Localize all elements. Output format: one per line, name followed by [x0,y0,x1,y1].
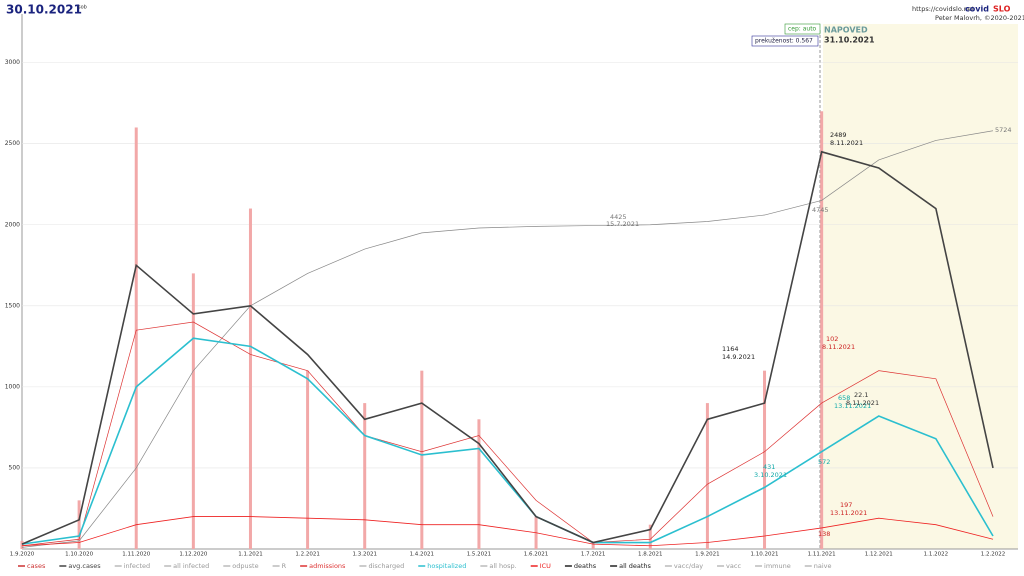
annotation: 8.11.2021 [822,343,855,351]
annotation: 102 [826,335,838,343]
case-bar [477,419,481,549]
x-tick-label: 1.1.2022 [924,552,949,558]
annotation: 13.11.2021 [830,509,867,517]
legend-label: all infected [173,562,209,570]
badge [784,23,821,35]
x-tick-label: 1.6.2021 [524,552,549,558]
y-tick-label: 2500 [5,140,20,147]
x-tick-label: 1.2.2021 [295,552,320,558]
annotation: 197 [840,501,852,509]
annotation: 22.1 [854,391,868,399]
case-bar [591,542,595,549]
forecast-area [823,24,1018,549]
case-bar [420,370,424,549]
case-bar [20,540,24,549]
annotation: 4425 [610,213,627,221]
annotation: 1164 [722,345,739,353]
x-tick-label: 1.11.2021 [808,552,836,558]
case-bar [77,500,81,549]
legend-label: cases [27,562,46,570]
series-line [21,337,994,545]
legend-label: immune [764,562,791,570]
forecast-label: NAPOVED [824,26,868,35]
y-tick-label: 3000 [5,59,20,66]
series-line [21,150,994,545]
x-tick-label: 1.10.2020 [65,552,93,558]
case-bar [763,370,767,549]
site: https://covidslo.net [912,5,975,13]
brand: covid [965,5,989,14]
badge-text: prekuženost: 0.567 [755,38,813,45]
forecast-date: 31.10.2021 [824,36,875,45]
x-tick-label: 1.5.2021 [467,552,492,558]
annotation: 15.7.2021 [606,220,639,228]
annotation: 138 [818,530,830,538]
day: sob [78,5,87,11]
series-line [21,130,994,548]
legend-label: infected [124,562,150,570]
y-tick-label: 2000 [5,221,20,228]
x-tick-label: 1.12.2020 [179,552,207,558]
case-bar [134,127,138,549]
author: Peter Malovrh, ©2020-2021 [935,14,1024,22]
legend-label: all hosp. [489,562,516,570]
x-tick-label: 1.12.2021 [865,552,893,558]
annotation: 5724 [995,126,1012,134]
x-tick-label: 1.3.2021 [352,552,377,558]
annotation: 8.11.2021 [830,139,863,147]
legend-label: deaths [574,562,597,570]
legend-label: naive [814,562,832,570]
annotation: 3.10.2021 [754,471,787,479]
x-tick-label: 1.4.2021 [410,552,435,558]
series-line [21,516,994,547]
legend-label: discharged [368,562,404,570]
legend-label: ICU [540,562,551,570]
x-tick-label: 1.7.2021 [581,552,606,558]
legend: cases avg.cases infected all infected odpust… [18,562,832,570]
annotation: 431 [763,463,775,471]
annotation: 658 [838,394,850,402]
case-bar [191,273,195,549]
badge [751,35,819,47]
case-bar [705,403,709,549]
x-tick-label: 1.10.2021 [751,552,779,558]
annotation: 2489 [830,131,847,139]
case-bar [248,208,252,549]
legend-label: admissions [309,562,346,570]
y-tick-label: 500 [9,464,21,471]
legend-label: hospitalized [427,562,466,570]
case-bar [306,370,310,549]
y-tick-label: 1000 [5,383,20,390]
case-bar [648,524,652,549]
series-line [21,321,994,547]
x-tick-label: 1.9.2021 [695,552,720,558]
legend-label: R [282,562,287,570]
x-tick-label: 1.8.2021 [638,552,663,558]
x-tick-label: 1.11.2020 [122,552,150,558]
annotation: 572 [818,458,830,466]
legend-label: odpuste [232,562,258,570]
x-tick-label: 1.1.2021 [238,552,263,558]
legend-label: all deaths [619,562,651,570]
annotation: 13.11.2021 [834,402,871,410]
legend-label: vacc/day [674,562,703,570]
title: 30.10.2021 [6,3,82,17]
y-tick-label: 1500 [5,302,20,309]
annotation: 4745 [812,206,829,214]
annotation: 8.11.2021 [846,399,879,407]
annotation: 14.9.2021 [722,353,755,361]
x-tick-label: 1.2.2022 [981,552,1006,558]
legend-label: avg.cases [68,562,101,570]
brand: SLO [993,5,1011,14]
badge-text: cep: auto [788,26,817,33]
x-tick-label: 1.9.2020 [10,552,35,558]
case-bar [363,403,367,549]
legend-label: vacc [726,562,741,570]
case-bar [820,111,824,549]
